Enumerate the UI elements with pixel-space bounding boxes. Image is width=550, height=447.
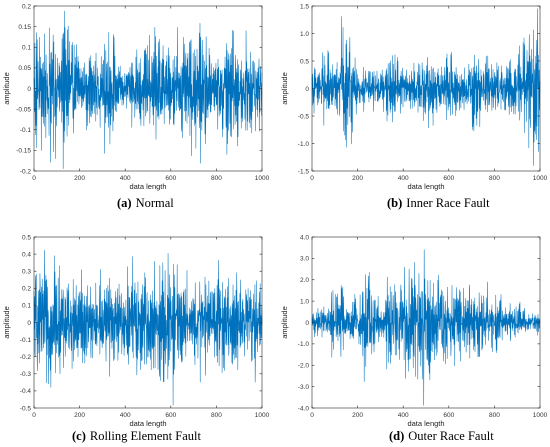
series-line-3-1 xyxy=(33,249,263,406)
y-tick-label: 1.5 xyxy=(300,3,309,10)
caption-text: Normal xyxy=(136,196,175,210)
x-tick-label: 600 xyxy=(165,412,176,419)
y-tick-label: 4.0 xyxy=(300,234,309,241)
caption-text: Outer Race Fault xyxy=(408,429,494,443)
y-tick-label: -0.4 xyxy=(20,388,32,395)
y-tick-label: 0.1 xyxy=(22,45,31,52)
caption-letter: (c) xyxy=(72,429,86,443)
y-axis-label: amplitude xyxy=(280,306,289,339)
y-tick-label: -0.1 xyxy=(20,337,32,344)
y-tick-label: -3.0 xyxy=(298,384,310,391)
panel-caption-4: (d) Outer Race Fault xyxy=(389,429,494,443)
y-tick-label: 0.05 xyxy=(18,65,31,72)
x-tick-label: 800 xyxy=(211,412,222,419)
chart-panel-4: 0 200 400 600 800 1000 -4.0 -3.0 -2.0 -1.0 0 1.0 2.0… xyxy=(280,234,548,443)
y-tick-label: 0.15 xyxy=(18,24,31,31)
caption-text: Rolling Element Fault xyxy=(90,429,202,443)
y-tick-label: -2.0 xyxy=(298,363,310,370)
x-tick-label: 200 xyxy=(352,175,363,182)
y-tick-label: -1.5 xyxy=(298,168,310,175)
x-tick-label: 1000 xyxy=(533,175,548,182)
x-axis-label: data length xyxy=(407,182,444,191)
y-axis-label: amplitude xyxy=(280,72,289,105)
y-tick-label: 0.1 xyxy=(22,303,31,310)
x-tick-label: 0 xyxy=(32,175,36,182)
y-tick-label: 0.5 xyxy=(22,234,31,241)
panel-caption-3: (c) Rolling Element Fault xyxy=(72,429,202,443)
x-tick-label: 0 xyxy=(310,412,314,419)
x-tick-label: 400 xyxy=(120,175,131,182)
y-tick-label: 3.0 xyxy=(300,256,309,263)
y-tick-label: 0.2 xyxy=(22,286,31,293)
x-tick-label: 200 xyxy=(74,412,85,419)
x-axis-label: data length xyxy=(129,419,166,428)
x-tick-label: 1000 xyxy=(255,175,270,182)
y-tick-label: 0.5 xyxy=(300,58,309,65)
x-tick-label: 400 xyxy=(120,412,131,419)
x-axis-label: data length xyxy=(129,182,166,191)
x-tick-label: 200 xyxy=(74,175,85,182)
y-tick-label: 2.0 xyxy=(300,277,309,284)
x-tick-label: 800 xyxy=(489,412,500,419)
x-tick-label: 400 xyxy=(398,175,409,182)
y-tick-label: 0.3 xyxy=(22,269,31,276)
x-axis-label: data length xyxy=(407,419,444,428)
y-tick-label: -0.2 xyxy=(20,168,32,175)
x-tick-label: 600 xyxy=(443,412,454,419)
y-tick-label: 1.0 xyxy=(300,31,309,38)
caption-letter: (d) xyxy=(389,429,404,443)
y-tick-label: 0 xyxy=(305,86,309,93)
series-line-4-1 xyxy=(311,249,541,406)
panel-caption-1: (a) Normal xyxy=(117,196,174,210)
y-tick-label: 0 xyxy=(27,320,31,327)
caption-letter: (a) xyxy=(117,196,132,210)
series-line-2-1 xyxy=(311,8,541,166)
y-axis-label: amplitude xyxy=(2,72,11,105)
x-tick-label: 0 xyxy=(32,412,36,419)
caption-text: Inner Race Fault xyxy=(406,196,490,210)
y-tick-label: -4.0 xyxy=(298,405,310,412)
y-tick-label: -0.15 xyxy=(16,148,31,155)
x-tick-label: 0 xyxy=(310,175,314,182)
chart-panel-1: 0 200 400 600 800 1000 -0.2 -0.15 -0.1 -0.05 0 0.05… xyxy=(2,3,270,210)
y-tick-label: 0.4 xyxy=(22,251,31,258)
x-tick-label: 1000 xyxy=(533,412,548,419)
y-tick-label: 0 xyxy=(305,320,309,327)
x-tick-label: 800 xyxy=(211,175,222,182)
y-tick-label: -0.2 xyxy=(20,354,32,361)
x-tick-label: 1000 xyxy=(255,412,270,419)
y-tick-label: 0.2 xyxy=(22,3,31,10)
y-tick-label: 0 xyxy=(27,86,31,93)
x-tick-label: 600 xyxy=(443,175,454,182)
y-tick-label: -0.05 xyxy=(16,106,31,113)
x-tick-label: 600 xyxy=(165,175,176,182)
y-tick-label: -0.3 xyxy=(20,371,32,378)
y-tick-label: -0.5 xyxy=(20,405,32,412)
y-axis-label: amplitude xyxy=(2,306,11,339)
x-tick-label: 400 xyxy=(398,412,409,419)
chart-panel-2: 0 200 400 600 800 1000 -1.5 -1.0 -0.5 0 0.5 1.0 1.5 d… xyxy=(280,3,548,210)
series-line-1-1 xyxy=(33,10,263,169)
chart-panel-3: 0 200 400 600 800 1000 -0.5 -0.4 -0.3 -0.2 -0.1 0 0.… xyxy=(2,234,270,443)
x-tick-label: 200 xyxy=(352,412,363,419)
caption-letter: (b) xyxy=(387,196,402,210)
y-tick-label: -1.0 xyxy=(298,341,310,348)
y-tick-label: -0.1 xyxy=(20,127,32,134)
y-tick-label: 1.0 xyxy=(300,298,309,305)
panel-caption-2: (b) Inner Race Fault xyxy=(387,196,490,210)
x-tick-label: 800 xyxy=(489,175,500,182)
y-tick-label: -1.0 xyxy=(298,141,310,148)
y-tick-label: -0.5 xyxy=(298,113,310,120)
